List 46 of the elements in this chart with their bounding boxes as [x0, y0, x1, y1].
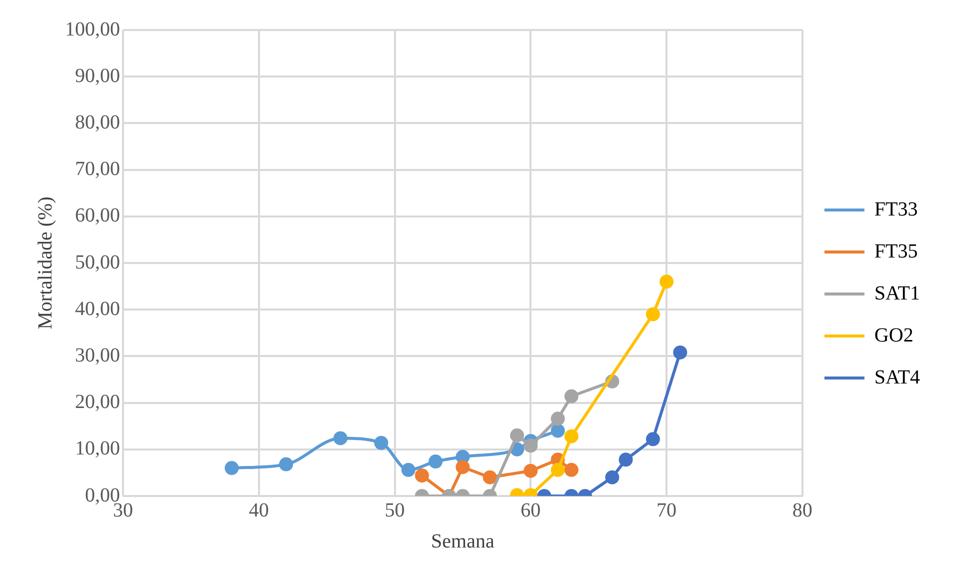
x-tick-label: 50: [384, 499, 405, 522]
y-tick-label: 60,00: [75, 204, 120, 227]
point: [550, 424, 565, 438]
point: [564, 462, 578, 477]
point: [524, 438, 538, 453]
y-tick-label: 10,00: [75, 438, 120, 460]
legend-label: SAT1: [874, 282, 920, 304]
point: [456, 460, 470, 474]
x-tick-label: 80: [792, 499, 812, 522]
legend-label: FT33: [874, 198, 918, 220]
y-tick-label: 80,00: [75, 111, 120, 134]
point: [428, 454, 443, 469]
point: [524, 464, 538, 478]
y-tick-label: 70,00: [75, 158, 120, 180]
y-tick-label: 90,00: [75, 64, 120, 87]
point: [618, 452, 633, 467]
point: [564, 429, 578, 444]
y-tick-label: 50,00: [75, 251, 120, 274]
point: [550, 412, 565, 426]
y-axis-title: Mortalidade (%): [34, 196, 56, 330]
point: [333, 431, 348, 446]
x-tick-label: 60: [520, 499, 541, 522]
legend-label: GO2: [874, 324, 914, 346]
point: [374, 436, 388, 450]
point: [401, 462, 416, 477]
point: [646, 307, 660, 322]
point: [510, 428, 524, 442]
point: [564, 389, 578, 404]
point: [673, 345, 688, 360]
point: [550, 462, 565, 477]
y-tick-label: 100,00: [65, 18, 120, 40]
x-tick-label: 40: [248, 499, 269, 522]
legend-label: SAT4: [874, 366, 920, 388]
x-axis-title: Semana: [431, 530, 494, 552]
x-tick-label: 70: [656, 499, 677, 522]
legend-label: FT35: [874, 240, 918, 262]
point: [414, 468, 429, 482]
point: [646, 432, 660, 446]
point: [605, 470, 620, 484]
point: [224, 461, 239, 476]
y-tick-label: 30,00: [75, 344, 120, 366]
y-tick-label: 40,00: [75, 298, 120, 320]
point: [660, 274, 674, 289]
point: [279, 457, 294, 472]
y-tick-label: 20,00: [75, 391, 120, 414]
point: [482, 470, 497, 484]
